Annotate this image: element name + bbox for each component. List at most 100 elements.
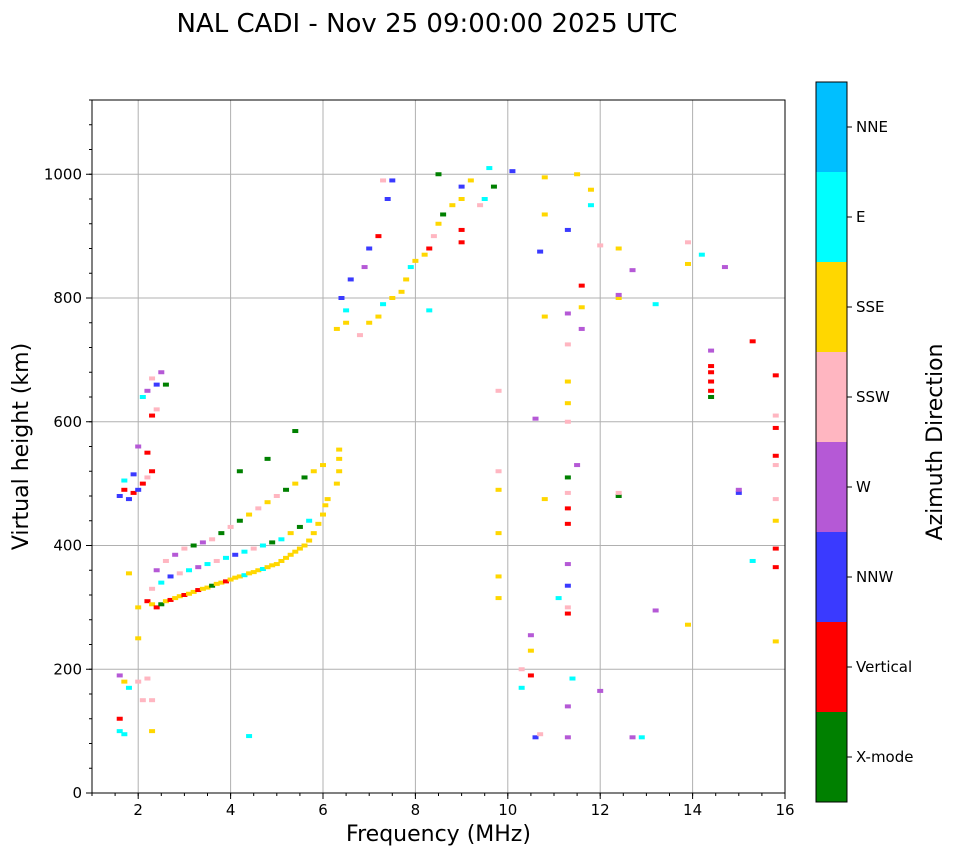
- echo-point: [135, 487, 142, 492]
- echo-point: [555, 596, 562, 601]
- colorbar-tick-label: NNW: [856, 568, 893, 586]
- echo-point: [209, 583, 216, 588]
- echo-point: [518, 667, 525, 672]
- echo-point: [149, 602, 156, 607]
- echo-point: [375, 234, 382, 239]
- y-tick-label: 800: [53, 289, 82, 307]
- echo-point: [322, 503, 329, 508]
- echo-point: [259, 543, 266, 548]
- echo-point: [343, 320, 350, 325]
- echo-point: [574, 463, 581, 468]
- echo-point: [301, 475, 308, 480]
- x-tick-label: 6: [318, 801, 328, 819]
- echo-point: [721, 265, 728, 270]
- echo-point: [564, 311, 571, 316]
- colorbar-segment: [816, 82, 847, 172]
- echo-point: [578, 305, 585, 310]
- echo-point: [772, 518, 779, 523]
- echo-point: [458, 240, 465, 245]
- echo-point: [144, 599, 151, 604]
- echo-point: [306, 518, 313, 523]
- colorbar-frame: [815, 81, 848, 803]
- echo-point: [315, 521, 322, 526]
- echo-point: [495, 596, 502, 601]
- echo-point: [615, 490, 622, 495]
- echo-point: [772, 373, 779, 378]
- echo-point: [587, 203, 594, 208]
- echo-point: [336, 447, 343, 452]
- grid: [92, 100, 786, 794]
- echo-point: [116, 729, 123, 734]
- echo-point: [153, 605, 160, 610]
- echo-point: [218, 580, 225, 585]
- colorbar-tick-label: E: [856, 208, 865, 226]
- x-tick-label: 14: [683, 801, 702, 819]
- echo-point: [772, 497, 779, 502]
- echo-point: [292, 549, 299, 554]
- echo-point: [629, 268, 636, 273]
- echo-point: [306, 538, 313, 543]
- echo-point: [181, 593, 188, 597]
- echo-point: [278, 558, 285, 563]
- echo-point: [246, 571, 253, 576]
- echo-point: [708, 348, 715, 353]
- echo-point: [407, 265, 414, 270]
- echo-point: [144, 450, 151, 455]
- echo-point: [652, 302, 659, 307]
- echo-point: [296, 524, 303, 529]
- echo-point: [149, 376, 156, 381]
- echo-point: [149, 729, 156, 734]
- echo-point: [587, 187, 594, 192]
- echo-point: [116, 673, 123, 678]
- echo-point: [139, 395, 146, 399]
- echo-point: [246, 734, 253, 739]
- echo-point: [186, 591, 193, 596]
- echo-point: [190, 589, 197, 594]
- echo-point: [204, 585, 211, 590]
- echo-point: [273, 562, 280, 567]
- echo-point: [236, 574, 243, 579]
- echo-point: [195, 588, 202, 593]
- colorbar-segment: [816, 712, 847, 802]
- echo-point: [236, 518, 243, 523]
- echo-point: [564, 605, 571, 610]
- echo-point: [735, 490, 742, 495]
- echo-point: [564, 521, 571, 526]
- echo-point: [149, 698, 156, 703]
- echo-point: [380, 302, 387, 307]
- echo-point: [264, 500, 271, 505]
- echo-point: [278, 537, 285, 542]
- echo-point: [232, 575, 239, 580]
- echo-point: [144, 676, 151, 681]
- chart-title: NAL CADI - Nov 25 09:00:00 2025 UTC: [177, 9, 678, 39]
- echo-point: [264, 456, 271, 461]
- echo-point: [564, 227, 571, 232]
- echo-point: [564, 419, 571, 424]
- echo-point: [435, 172, 442, 177]
- colorbar-tick-label: Vertical: [856, 658, 912, 676]
- echo-point: [176, 594, 183, 599]
- echo-point: [162, 382, 169, 387]
- echo-point: [495, 574, 502, 579]
- echo-point: [652, 608, 659, 613]
- echo-point: [426, 308, 433, 313]
- echo-point: [283, 555, 290, 560]
- echo-point: [541, 497, 548, 502]
- echo-point: [172, 552, 179, 557]
- echo-point: [629, 735, 636, 740]
- echo-point: [135, 605, 142, 610]
- echo-point: [181, 546, 188, 551]
- echo-point: [310, 469, 317, 474]
- echo-point: [486, 166, 493, 171]
- echo-point: [121, 732, 128, 737]
- echo-point: [398, 289, 405, 294]
- echo-point: [250, 570, 257, 575]
- y-axis-label: Virtual height (km): [9, 343, 34, 550]
- echo-point: [564, 506, 571, 511]
- echo-point: [250, 546, 257, 551]
- echo-point: [296, 546, 303, 551]
- echo-point: [139, 698, 146, 703]
- echo-point: [772, 565, 779, 570]
- echo-point: [527, 673, 534, 678]
- echo-point: [366, 320, 373, 325]
